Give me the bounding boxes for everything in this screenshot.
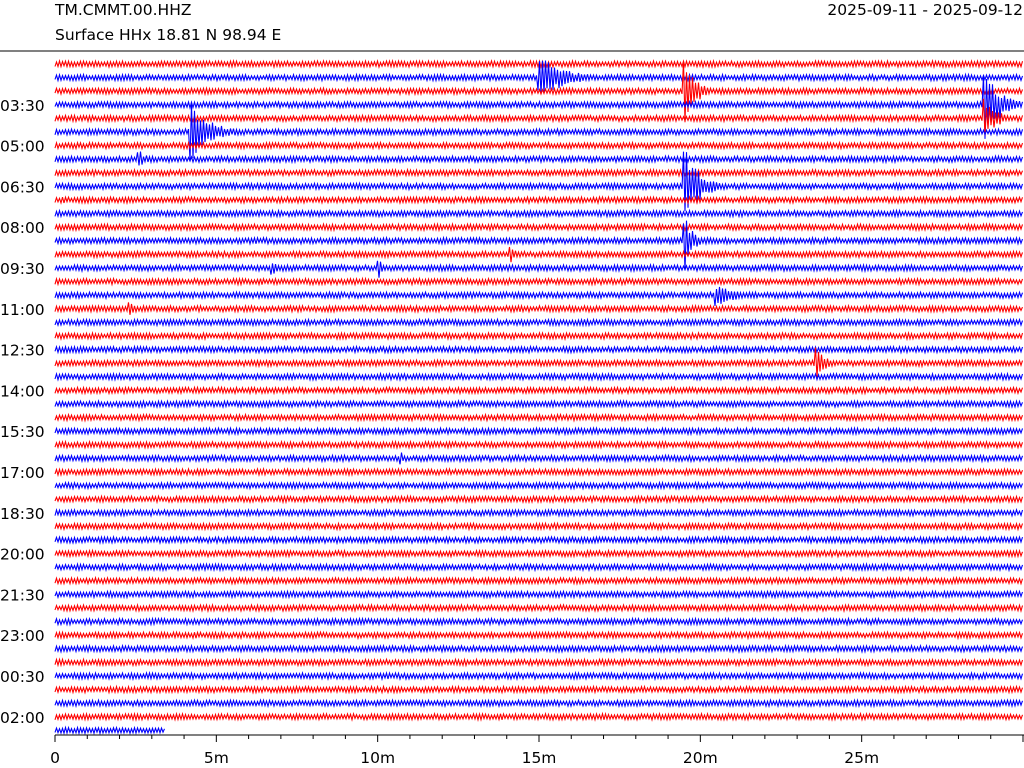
trace-row [54, 151, 1024, 166]
x-tick-label: 5m [204, 749, 229, 767]
trace-row [54, 426, 1024, 437]
trace-row [54, 330, 1024, 342]
trace-row [54, 494, 1024, 505]
y-tick-label: 02:00 [0, 709, 45, 727]
trace-row [54, 562, 1024, 573]
trace-row [54, 151, 1024, 212]
trace-row [54, 711, 1024, 722]
y-tick-label: 18:30 [0, 505, 45, 523]
trace-row [54, 194, 1024, 206]
trace-row [54, 684, 1024, 695]
trace-row [54, 670, 1024, 682]
x-tick-label: 0 [50, 749, 60, 767]
trace-row [54, 575, 1024, 586]
trace-row [54, 98, 1024, 136]
y-tick-label: 06:30 [0, 178, 45, 196]
trace-row [54, 534, 1024, 546]
y-tick-label: 03:30 [0, 97, 45, 115]
trace-row [54, 286, 1024, 307]
trace-row [54, 385, 1024, 396]
trace-row [54, 548, 1024, 559]
trace-row [54, 347, 1024, 378]
trace-row [54, 521, 1024, 532]
y-tick-label: 23:00 [0, 627, 45, 645]
trace-row [54, 220, 1024, 271]
y-tick-label: 14:00 [0, 382, 45, 400]
x-tick-label: 20m [683, 749, 718, 767]
y-tick-label: 00:30 [0, 668, 45, 686]
trace-row [54, 58, 1024, 70]
trace-row [54, 61, 1024, 123]
trace-row [54, 657, 1024, 668]
trace-row [54, 317, 1024, 328]
trace-row [54, 222, 1024, 233]
y-tick-label: 15:30 [0, 423, 45, 441]
trace-row [54, 466, 1024, 478]
y-tick-label: 12:30 [0, 342, 45, 360]
x-tick-label: 10m [360, 749, 395, 767]
trace-row [54, 60, 1024, 94]
trace-row [54, 276, 1024, 287]
trace-row [54, 698, 1024, 709]
trace-row [54, 104, 1024, 161]
trace-row [54, 616, 1024, 627]
trace-row [54, 412, 1024, 423]
trace-row [54, 480, 1024, 491]
trace-row [54, 602, 1024, 614]
trace-row [54, 140, 1024, 151]
trace-group [54, 58, 1024, 736]
axes-group: 03:30 05:00 06:30 08:00 09:30 11:00 12:30 14:00… [0, 50, 1024, 767]
trace-row [54, 643, 1024, 654]
date-range: 2025-09-11 - 2025-09-12 [827, 1, 1023, 19]
trace-row [54, 398, 1024, 410]
y-tick-label: 05:00 [0, 138, 45, 156]
trace-row [54, 371, 1024, 382]
trace-row [54, 439, 1024, 450]
station-location: Surface HHx 18.81 N 98.94 E [55, 26, 282, 44]
station-code: TM.CMMT.00.HHZ [55, 1, 192, 19]
y-tick-label: 08:00 [0, 219, 45, 237]
x-tick-label: 25m [844, 749, 879, 767]
trace-row [54, 260, 1024, 278]
y-tick-label: 11:00 [0, 301, 45, 319]
trace-row [54, 589, 1024, 600]
x-tick-label: 15m [522, 749, 557, 767]
trace-row [54, 302, 1024, 315]
trace-row [54, 630, 1024, 641]
trace-row [54, 246, 1024, 263]
trace-row [54, 75, 1024, 139]
trace-row [54, 208, 1024, 219]
trace-row [54, 344, 1024, 355]
trace-row [54, 507, 1024, 518]
y-tick-label: 09:30 [0, 260, 45, 278]
trace-row [54, 167, 1024, 178]
trace-row [54, 452, 1024, 465]
y-tick-label: 20:00 [0, 546, 45, 564]
y-tick-label: 21:30 [0, 586, 45, 604]
y-tick-label: 17:00 [0, 464, 45, 482]
trace-row [54, 725, 166, 736]
